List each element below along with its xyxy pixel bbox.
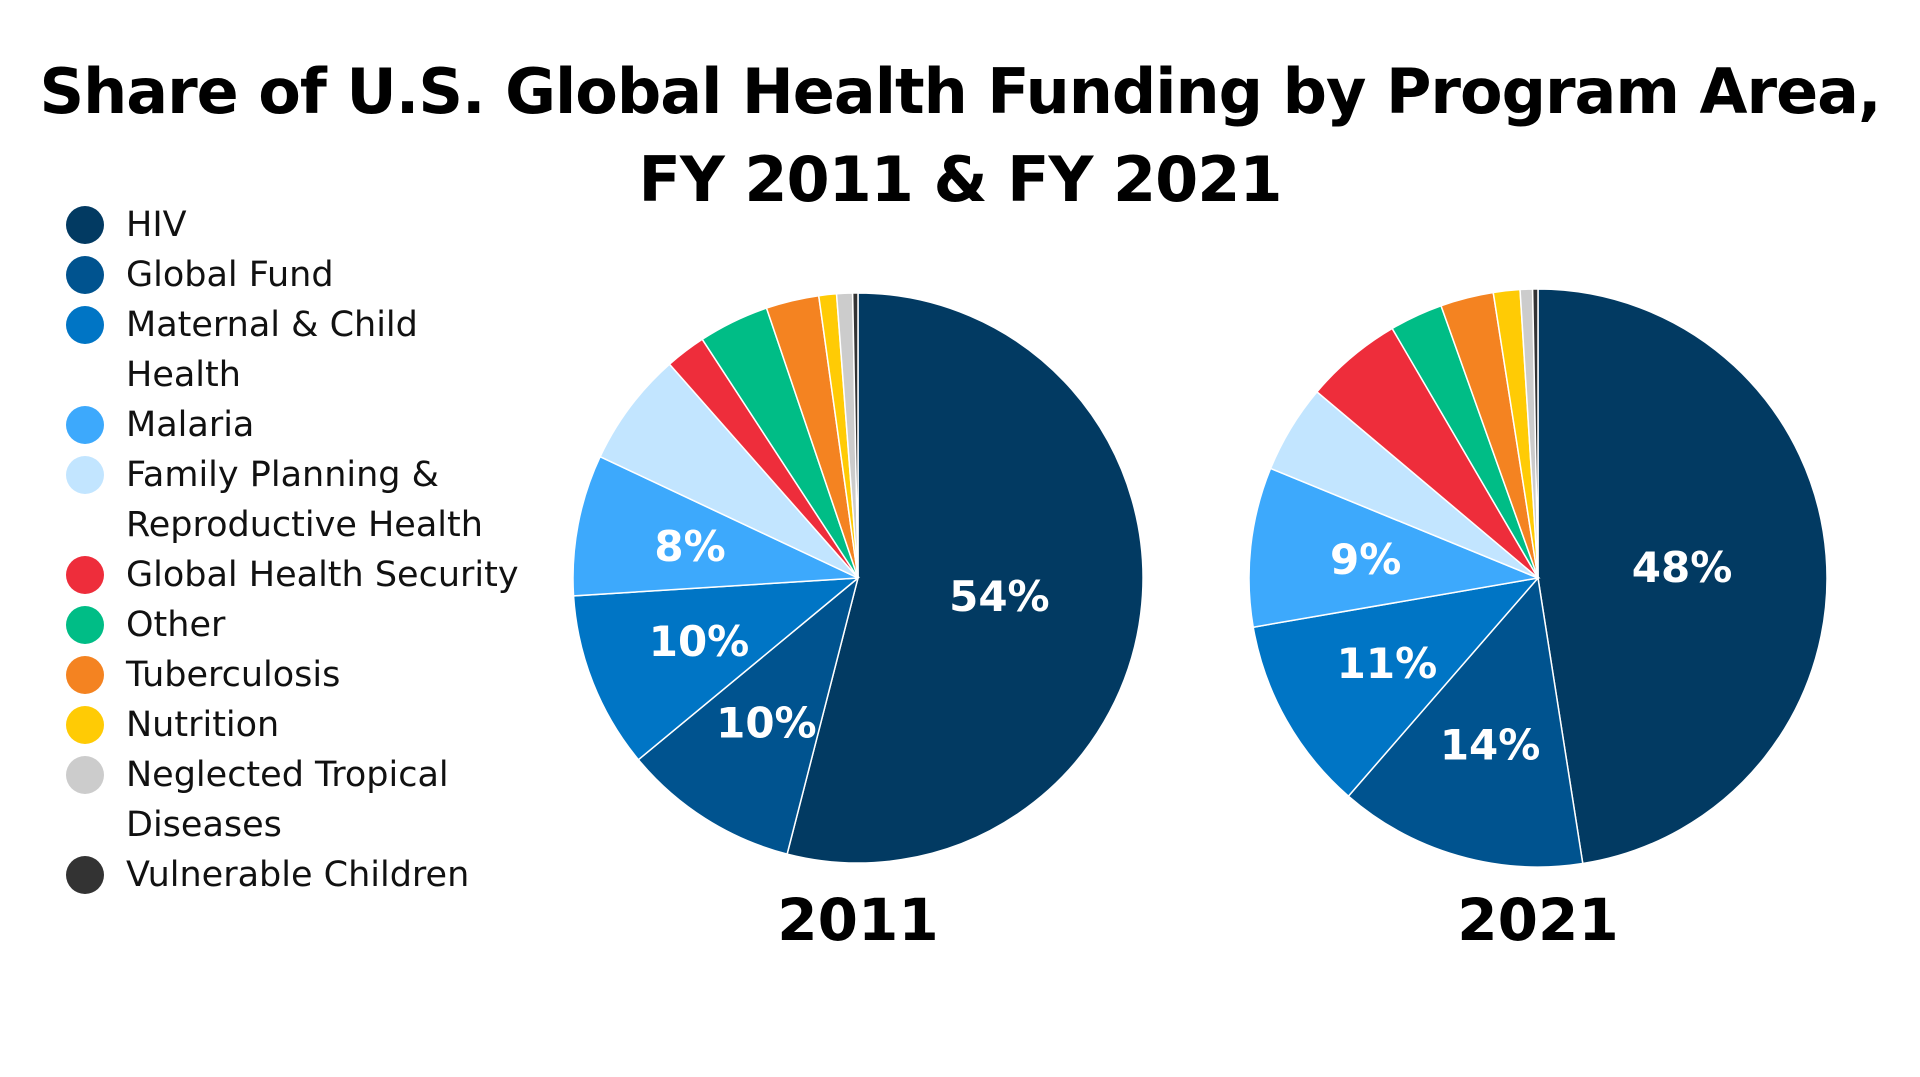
pie-slice-2021-0 — [1537, 288, 1828, 865]
data-label: 54% — [949, 572, 1050, 621]
legend-swatch — [66, 656, 104, 694]
legend: HIV Global Fund Maternal & Child Health Mal… — [66, 200, 536, 900]
legend-item: Maternal & Child Health — [66, 300, 536, 400]
legend-item: HIV — [66, 200, 536, 250]
legend-label: Maternal & Child Health — [126, 305, 418, 395]
legend-swatch — [66, 306, 104, 344]
legend-swatch — [66, 206, 104, 244]
legend-item: Vulnerable Children — [66, 850, 536, 900]
legend-item: Global Health Security — [66, 550, 536, 600]
legend-item: Nutrition — [66, 700, 536, 750]
legend-item: Tuberculosis — [66, 650, 536, 700]
pie-slice-2011-4 — [599, 363, 859, 579]
data-label: 8% — [654, 522, 725, 571]
data-label: 48% — [1632, 543, 1733, 592]
legend-label: Global Health Security — [126, 555, 519, 595]
legend-item: Family Planning & Reproductive Health — [66, 450, 536, 550]
data-label: 14% — [1440, 721, 1541, 770]
legend-label: Vulnerable Children — [126, 855, 470, 895]
title-line-2: FY 2011 & FY 2021 — [638, 143, 1282, 216]
title-line-1: Share of U.S. Global Health Funding by P… — [39, 55, 1881, 128]
data-label: 10% — [649, 617, 750, 666]
pie-slice-2021-10 — [1531, 288, 1539, 579]
pie-slice-2011-3 — [572, 455, 859, 597]
pie-year-label: 2011 — [777, 886, 938, 954]
legend-swatch — [66, 256, 104, 294]
legend-item: Other — [66, 600, 536, 650]
legend-label: Family Planning & Reproductive Health — [126, 455, 483, 545]
legend-label: Other — [126, 605, 226, 645]
pie-year-label: 2021 — [1457, 886, 1618, 954]
pie-slice-2011-0 — [786, 292, 1144, 864]
pie-slice-2011-10 — [851, 292, 859, 579]
pie-slice-2021-1 — [1347, 576, 1584, 868]
data-label: 9% — [1330, 535, 1401, 584]
pie-slice-2011-1 — [637, 575, 860, 855]
legend-swatch — [66, 556, 104, 594]
legend-label: Global Fund — [126, 255, 334, 295]
legend-swatch — [66, 706, 104, 744]
legend-item: Neglected Tropical Diseases — [66, 750, 536, 850]
legend-label: Neglected Tropical Diseases — [126, 755, 449, 845]
legend-label: HIV — [126, 205, 187, 245]
legend-label: Nutrition — [126, 705, 280, 745]
legend-swatch — [66, 406, 104, 444]
legend-label: Malaria — [126, 405, 255, 445]
legend-swatch — [66, 606, 104, 644]
chart-title: Share of U.S. Global Health Funding by P… — [0, 48, 1920, 224]
data-label: 11% — [1337, 639, 1438, 688]
legend-item: Malaria — [66, 400, 536, 450]
pie-slice-2011-2 — [572, 577, 861, 761]
pie-slice-2021-3 — [1248, 467, 1541, 629]
legend-swatch — [66, 756, 104, 794]
pie-slice-2021-2 — [1252, 576, 1540, 798]
data-label: 10% — [716, 698, 817, 747]
legend-swatch — [66, 456, 104, 494]
legend-item: Global Fund — [66, 250, 536, 300]
legend-label: Tuberculosis — [126, 655, 341, 695]
legend-swatch — [66, 856, 104, 894]
